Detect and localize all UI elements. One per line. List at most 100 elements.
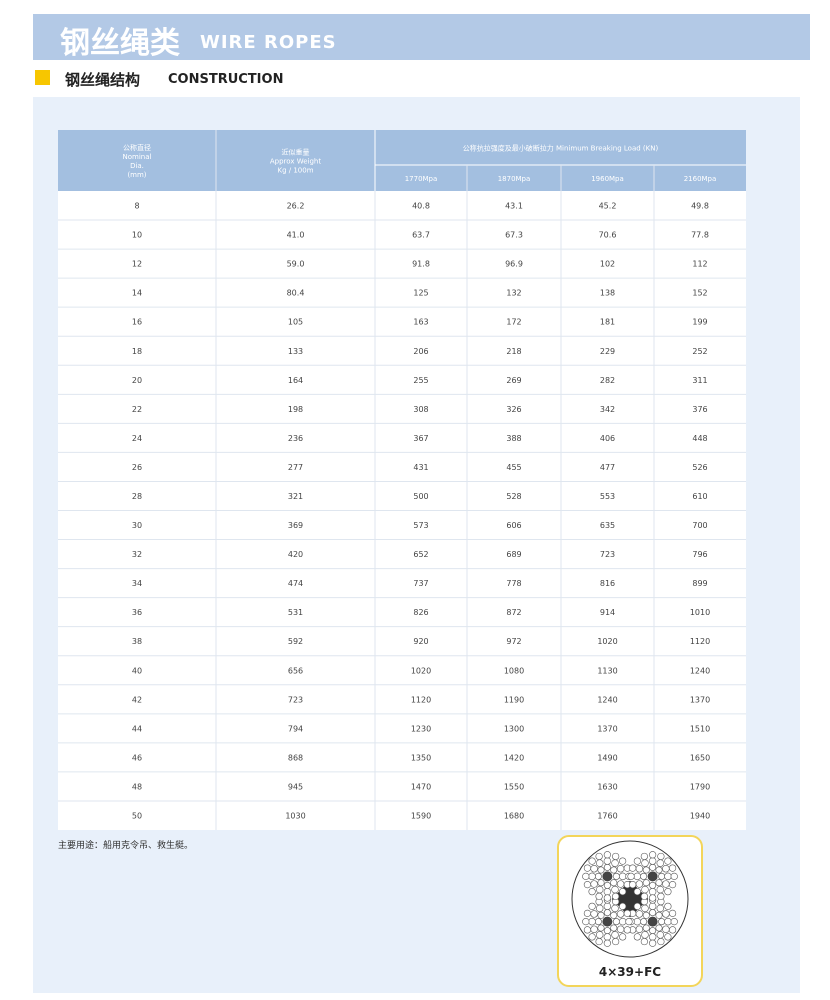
- wire: [640, 852, 648, 861]
- cell: 826: [413, 608, 428, 617]
- wire: [603, 851, 611, 859]
- wire: [611, 885, 619, 894]
- wire: [583, 909, 592, 917]
- cell: 26.2: [287, 202, 305, 211]
- wire: [603, 939, 611, 947]
- grade-header: 1770Mpa: [405, 175, 438, 183]
- wire: [649, 909, 657, 917]
- cell: 500: [413, 492, 428, 501]
- wire: [603, 857, 612, 865]
- cell: 218: [506, 347, 521, 356]
- wire: [648, 933, 657, 941]
- wire: [641, 885, 649, 894]
- cell: 45.2: [599, 202, 617, 211]
- cell: 656: [288, 666, 303, 675]
- header-band: [33, 14, 810, 60]
- wire: [588, 917, 596, 926]
- cell: 20: [132, 376, 142, 385]
- wire: [603, 902, 612, 911]
- wire: [664, 902, 672, 910]
- wire: [649, 894, 657, 902]
- cell: 700: [692, 521, 707, 530]
- wire: [595, 852, 603, 861]
- cell: 206: [413, 347, 428, 356]
- wire: [616, 880, 625, 888]
- cell: 1680: [504, 811, 524, 820]
- cell: 50: [132, 811, 142, 820]
- rope-figure: 4×39+FC: [557, 835, 703, 987]
- rope-section: [571, 840, 689, 958]
- cell: 255: [413, 376, 428, 385]
- wire: [668, 909, 677, 917]
- wire: [590, 865, 598, 873]
- cell: 899: [692, 579, 707, 588]
- cell: 872: [506, 608, 521, 617]
- strand-core: [602, 871, 613, 882]
- wire: [596, 931, 604, 939]
- wire: [633, 888, 641, 896]
- cell: 282: [600, 376, 615, 385]
- cell: 526: [692, 463, 707, 472]
- cell: 1420: [504, 753, 524, 762]
- cell: 41.0: [287, 231, 305, 240]
- cell: 133: [288, 347, 303, 356]
- cell: 1510: [690, 724, 710, 733]
- wire: [629, 881, 637, 889]
- cell: 1590: [411, 811, 431, 820]
- wire: [635, 880, 644, 888]
- wire: [656, 931, 664, 939]
- wire: [642, 866, 650, 874]
- cell: 38: [132, 637, 142, 646]
- wire: [619, 857, 627, 865]
- cell: 420: [288, 550, 303, 559]
- wire: [662, 865, 670, 873]
- cell: 102: [600, 260, 615, 269]
- cell: 723: [600, 550, 615, 559]
- wire: [597, 866, 605, 874]
- wire: [588, 902, 596, 910]
- wire: [649, 927, 657, 935]
- cell: 1120: [690, 637, 710, 646]
- wire: [656, 859, 664, 867]
- cell: 22: [132, 405, 142, 414]
- wire: [641, 859, 649, 867]
- wire: [642, 924, 650, 932]
- cell: 1230: [411, 724, 431, 733]
- wire: [616, 910, 625, 918]
- wire: [616, 865, 625, 873]
- cell: 181: [600, 318, 615, 327]
- cell: 42: [132, 695, 142, 704]
- cell: 794: [288, 724, 303, 733]
- wire: [611, 904, 619, 913]
- wire: [590, 880, 598, 888]
- grade-header: 1960Mpa: [591, 175, 624, 183]
- wire: [656, 904, 664, 913]
- wire: [603, 927, 611, 935]
- cell: 24: [132, 434, 142, 443]
- cell: 689: [506, 550, 521, 559]
- cell: 138: [600, 289, 615, 298]
- cell: 199: [692, 318, 707, 327]
- cell: 367: [413, 434, 428, 443]
- cell: 448: [692, 434, 707, 443]
- wire: [623, 909, 631, 917]
- wire: [619, 933, 627, 941]
- cell: 30: [132, 521, 142, 530]
- wire: [616, 925, 625, 933]
- cell: 277: [288, 463, 303, 472]
- wire: [633, 872, 642, 881]
- wire: [611, 931, 619, 939]
- wire: [597, 879, 605, 887]
- column-header: (mm): [127, 171, 146, 179]
- cell: 63.7: [412, 231, 430, 240]
- cell: 455: [506, 463, 521, 472]
- cell: 531: [288, 608, 303, 617]
- wire: [642, 911, 650, 919]
- wire: [594, 918, 602, 926]
- wire: [640, 918, 648, 926]
- wire: [619, 888, 627, 896]
- wire: [648, 857, 657, 865]
- wire: [603, 933, 612, 941]
- wire: [662, 910, 670, 918]
- column-header: Dia.: [130, 162, 144, 170]
